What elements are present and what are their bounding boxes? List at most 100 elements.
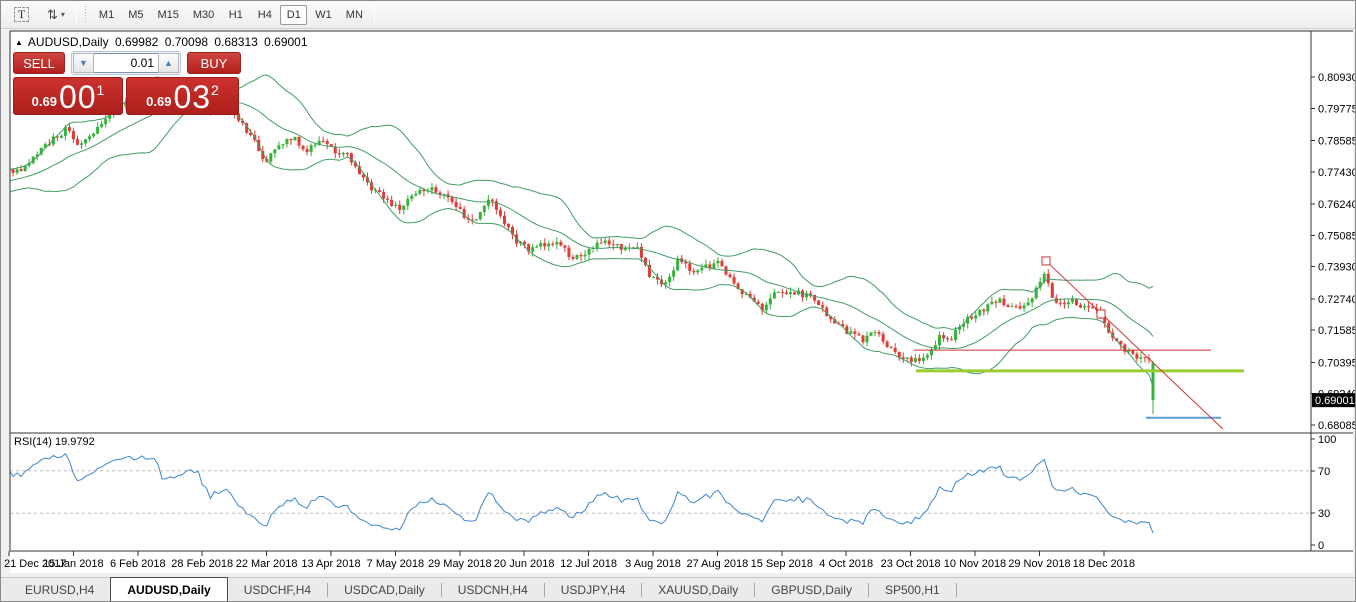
sell-price-prefix: 0.69 (31, 94, 57, 109)
tab-separator (543, 583, 545, 597)
symbol-marker-icon: ▲ (15, 38, 23, 47)
rsi-line (10, 453, 1154, 534)
svg-text:100: 100 (1318, 434, 1336, 446)
svg-text:7 May 2018: 7 May 2018 (367, 558, 424, 570)
close-value: 0.69001 (264, 35, 308, 49)
lot-increase-button[interactable]: ▲ (158, 53, 179, 73)
tab-separator (754, 583, 756, 597)
tab-audusd-daily[interactable]: AUDUSD,Daily (110, 577, 228, 601)
arrange-icon: ⇅ (47, 6, 58, 22)
sell-price-button[interactable]: 0.69 00 1 (13, 77, 123, 115)
symbol-label: AUDUSD,Daily (27, 35, 109, 49)
svg-text:0.78585: 0.78585 (1318, 136, 1356, 148)
svg-text:0.77430: 0.77430 (1318, 167, 1356, 179)
toolbar-separator (373, 4, 375, 25)
svg-text:0.71585: 0.71585 (1318, 325, 1356, 337)
tab-usdchf-h4[interactable]: USDCHF,H4 (243, 583, 312, 597)
timeframe-h1[interactable]: H1 (222, 5, 249, 25)
trendline-anchor-marker[interactable] (1096, 309, 1106, 319)
svg-text:0.75085: 0.75085 (1318, 230, 1356, 242)
svg-text:23 Oct 2018: 23 Oct 2018 (881, 558, 941, 570)
tab-usdcad-daily[interactable]: USDCAD,Daily (344, 583, 425, 597)
buy-price-prefix: 0.69 (146, 94, 172, 109)
timeframe-m30[interactable]: M30 (187, 5, 220, 25)
trendline-anchor-marker[interactable] (1041, 256, 1051, 266)
timeframe-m1[interactable]: M1 (93, 5, 120, 25)
down-arrow-icon: ▼ (79, 58, 88, 68)
svg-text:29 Nov 2018: 29 Nov 2018 (1008, 558, 1070, 570)
svg-text:0.72740: 0.72740 (1318, 294, 1356, 306)
tab-separator (955, 583, 957, 597)
rsi-pane (10, 453, 1311, 534)
tab-xauusd-daily[interactable]: XAUUSD,Daily (658, 583, 739, 597)
tab-separator (440, 583, 442, 597)
svg-text:13 Apr 2018: 13 Apr 2018 (301, 558, 360, 570)
current-price-badge (1312, 393, 1355, 408)
low-value: 0.68313 (214, 35, 258, 49)
tab-gbpusd-daily[interactable]: GBPUSD,Daily (771, 583, 852, 597)
trendline[interactable] (1045, 260, 1224, 430)
rsi-axis: 100 70 30 0 (1311, 434, 1336, 552)
chart-objects (914, 256, 1244, 430)
lot-size-input[interactable] (94, 53, 158, 73)
toolbar-separator (75, 4, 77, 25)
lot-decrease-button[interactable]: ▼ (73, 53, 94, 73)
svg-text:0.70395: 0.70395 (1318, 357, 1356, 369)
svg-text:21 Dec 2017: 21 Dec 2017 (4, 558, 66, 570)
tab-sp500-h1[interactable]: SP500,H1 (884, 583, 940, 597)
text-tool-icon: T (14, 7, 29, 22)
timeframe-mn[interactable]: MN (340, 5, 369, 25)
toolbar: T ⇅ ▾ M1 M5 M15 M30 H1 H4 D1 W1 MN (1, 1, 1355, 29)
timeframe-m15[interactable]: M15 (151, 5, 184, 25)
timeframe-w1[interactable]: W1 (309, 5, 338, 25)
svg-text:30: 30 (1318, 508, 1330, 520)
tab-separator (641, 583, 643, 597)
open-value: 0.69982 (114, 35, 159, 49)
up-arrow-icon: ▲ (164, 58, 173, 68)
high-value: 0.70098 (164, 35, 209, 49)
one-click-trading-panel: SELL ▼ ▲ BUY 0.69 00 1 0.69 03 2 (13, 51, 241, 115)
svg-text:22 Mar 2018: 22 Mar 2018 (236, 558, 298, 570)
svg-text:3 Aug 2018: 3 Aug 2018 (625, 558, 681, 570)
svg-text:18 Dec 2018: 18 Dec 2018 (1073, 558, 1135, 570)
buy-price-button[interactable]: 0.69 03 2 (126, 77, 239, 115)
tab-usdcnh-h4[interactable]: USDCNH,H4 (457, 583, 528, 597)
text-tool-button[interactable]: T (7, 4, 36, 26)
svg-text:0.79775: 0.79775 (1318, 103, 1356, 115)
rsi-indicator-label: RSI(14) 19.9792 (14, 436, 95, 448)
caret-down-icon: ▾ (60, 10, 65, 19)
sell-button[interactable]: SELL (13, 52, 65, 74)
svg-text:0.73930: 0.73930 (1318, 262, 1356, 274)
svg-text:10 Nov 2018: 10 Nov 2018 (944, 558, 1006, 570)
svg-text:0: 0 (1318, 540, 1324, 552)
svg-text:12 Jul 2018: 12 Jul 2018 (560, 558, 617, 570)
svg-text:15 Sep 2018: 15 Sep 2018 (751, 558, 813, 570)
svg-text:20 Jun 2018: 20 Jun 2018 (494, 558, 555, 570)
sell-price-pipette: 1 (96, 82, 105, 98)
svg-text:4 Oct 2018: 4 Oct 2018 (819, 558, 873, 570)
chart-tab-bar: EURUSD,H4 AUDUSD,Daily USDCHF,H4 USDCAD,Dai… (1, 577, 1355, 601)
timeframe-group: M1 M5 M15 M30 H1 H4 D1 W1 MN (92, 4, 370, 25)
toolbar-grip[interactable] (82, 5, 88, 24)
tab-separator (867, 583, 869, 597)
timeframe-m5[interactable]: M5 (122, 5, 149, 25)
timeframe-d1[interactable]: D1 (280, 4, 308, 25)
chart-title: ▲ AUDUSD,Daily 0.69982 0.70098 0.68313 0.… (15, 35, 311, 49)
svg-text:70: 70 (1318, 466, 1330, 478)
svg-text:27 Aug 2018: 27 Aug 2018 (687, 558, 749, 570)
tab-usdjpy-h4[interactable]: USDJPY,H4 (560, 583, 626, 597)
svg-text:29 May 2018: 29 May 2018 (428, 558, 492, 570)
buy-button[interactable]: BUY (187, 52, 241, 74)
sell-price-pips: 00 (58, 79, 97, 115)
timeframe-h4[interactable]: H4 (251, 5, 278, 25)
lot-size-control: ▼ ▲ (71, 51, 181, 75)
tab-eurusd-h4[interactable]: EURUSD,H4 (25, 583, 95, 597)
svg-text:0.68085: 0.68085 (1318, 420, 1356, 432)
svg-text:28 Feb 2018: 28 Feb 2018 (171, 558, 233, 570)
arrange-windows-button[interactable]: ⇅ ▾ (40, 4, 72, 26)
buy-price-pips: 03 (173, 79, 212, 115)
svg-text:0.76240: 0.76240 (1318, 199, 1356, 211)
